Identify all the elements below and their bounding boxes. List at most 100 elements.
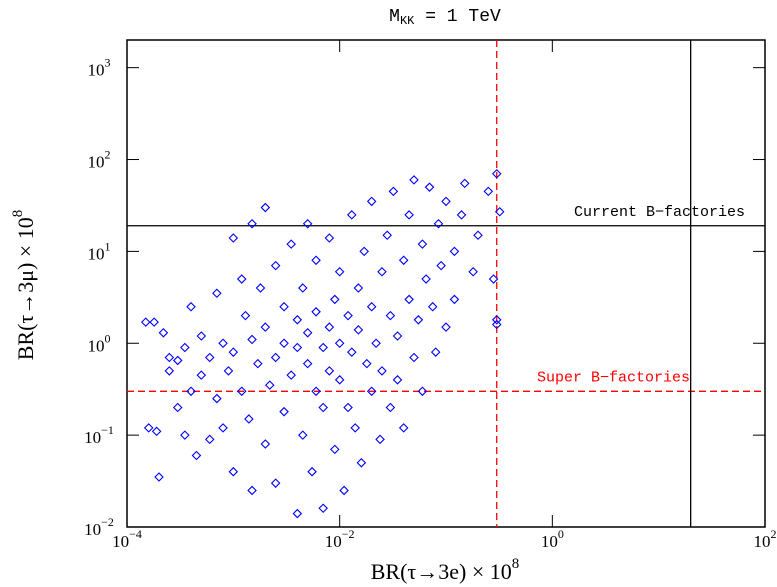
point [253, 358, 263, 369]
y-label-text: BR(τ→3μ) × 10 [13, 217, 38, 360]
point [468, 266, 478, 277]
x-tick-base: 10 [754, 532, 771, 551]
point [371, 338, 381, 349]
y-tick-base: 10 [88, 61, 105, 80]
point [264, 380, 275, 390]
point [244, 414, 254, 424]
point [359, 246, 369, 257]
point [191, 450, 202, 461]
x-tick-base: 10 [325, 532, 342, 551]
point [483, 186, 494, 197]
point [186, 301, 196, 312]
y-tick-label: 10−2 [84, 515, 114, 539]
point [491, 168, 502, 179]
point [247, 218, 257, 229]
point [270, 352, 281, 363]
x-tick-base: 10 [541, 532, 558, 551]
point [247, 334, 257, 345]
point [180, 342, 190, 353]
point [324, 366, 335, 376]
point [302, 218, 313, 229]
point [404, 210, 414, 220]
point [172, 402, 183, 413]
point [385, 310, 396, 321]
point [298, 430, 308, 440]
title-sub: KK [400, 14, 415, 28]
y-tick-label: 103 [88, 55, 111, 79]
point [260, 202, 271, 213]
point [318, 342, 328, 353]
point [149, 317, 159, 327]
point [279, 301, 289, 312]
point [377, 266, 387, 277]
point [366, 301, 377, 312]
point [409, 352, 419, 363]
point [318, 503, 328, 514]
point [449, 246, 460, 257]
point [228, 466, 239, 477]
point [318, 402, 328, 413]
point [292, 315, 303, 325]
y-tick-base: 10 [88, 336, 105, 355]
point [347, 210, 357, 220]
y-tick-exp: 0 [105, 331, 111, 345]
x-tick-label: 10−2 [325, 527, 355, 551]
x-tick-label: 100 [541, 527, 564, 551]
point [286, 370, 296, 380]
point [339, 485, 349, 496]
reference-label: Super B−factories [537, 369, 690, 386]
x-tick-label: 10−4 [112, 527, 142, 551]
point [343, 310, 353, 321]
point [417, 239, 428, 249]
point [279, 338, 289, 349]
point [204, 434, 215, 445]
point [388, 186, 399, 197]
point [382, 230, 392, 240]
point [218, 423, 228, 433]
y-tick-exp: 2 [105, 147, 111, 161]
point [449, 294, 460, 305]
y-tick-base: 10 [84, 520, 101, 539]
point [392, 375, 403, 385]
point [413, 315, 424, 325]
point [286, 239, 296, 249]
point [158, 328, 169, 338]
point [154, 472, 164, 482]
point [292, 508, 303, 519]
point [164, 352, 175, 363]
point [196, 331, 207, 341]
y-tick-base: 10 [88, 152, 105, 171]
point [488, 274, 499, 284]
point [398, 255, 409, 266]
x-label-text: BR(τ→3e) × 10 [371, 559, 512, 584]
point [330, 294, 340, 305]
x-axis-label: BR(τ→3e) × 108 [371, 556, 520, 584]
point [427, 301, 438, 312]
point [324, 233, 335, 243]
point [491, 319, 502, 330]
reference-label: Current B−factories [574, 204, 745, 221]
point [343, 402, 353, 413]
point [417, 386, 428, 397]
y-tick-base: 10 [84, 428, 101, 447]
point [334, 375, 345, 385]
point [347, 347, 357, 357]
point [441, 322, 451, 332]
point [350, 423, 360, 433]
point [311, 386, 321, 397]
point [270, 260, 281, 271]
point [240, 310, 251, 321]
point [409, 175, 419, 185]
point [311, 255, 321, 266]
point [356, 458, 367, 468]
y-axis-label: BR(τ→3μ) × 108 [10, 210, 38, 361]
point [143, 423, 154, 433]
y-tick-exp: 3 [105, 55, 111, 69]
point [424, 182, 435, 192]
point [212, 288, 222, 299]
point [366, 386, 377, 397]
point [260, 322, 271, 332]
y-tick-label: 10−1 [84, 423, 114, 447]
point [330, 444, 340, 455]
